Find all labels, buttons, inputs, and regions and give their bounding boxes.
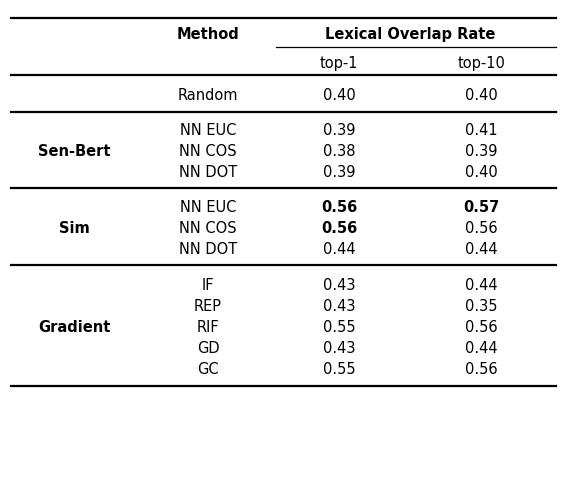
Text: Sen-Bert: Sen-Bert xyxy=(38,144,111,159)
Text: NN EUC: NN EUC xyxy=(180,123,236,138)
Text: NN COS: NN COS xyxy=(179,144,237,159)
Text: Random: Random xyxy=(178,88,238,103)
Text: 0.40: 0.40 xyxy=(465,88,498,103)
Text: top-1: top-1 xyxy=(320,56,359,71)
Text: 0.40: 0.40 xyxy=(465,165,498,180)
Text: NN EUC: NN EUC xyxy=(180,200,236,215)
Text: 0.56: 0.56 xyxy=(465,221,498,236)
Text: 0.55: 0.55 xyxy=(323,362,356,377)
Text: 0.44: 0.44 xyxy=(465,278,498,293)
Text: 0.38: 0.38 xyxy=(323,144,356,159)
Text: 0.44: 0.44 xyxy=(465,242,498,257)
Text: top-10: top-10 xyxy=(458,56,506,71)
Text: 0.43: 0.43 xyxy=(323,278,356,293)
Text: 0.39: 0.39 xyxy=(323,123,356,138)
Text: Gradient: Gradient xyxy=(38,320,110,335)
Text: Lexical Overlap Rate: Lexical Overlap Rate xyxy=(325,27,495,42)
Text: NN DOT: NN DOT xyxy=(179,242,237,257)
Text: RIF: RIF xyxy=(197,320,219,335)
Text: 0.55: 0.55 xyxy=(323,320,356,335)
Text: GD: GD xyxy=(197,341,219,356)
Text: 0.44: 0.44 xyxy=(465,341,498,356)
Text: 0.56: 0.56 xyxy=(465,362,498,377)
Text: 0.56: 0.56 xyxy=(465,320,498,335)
Text: GC: GC xyxy=(197,362,219,377)
Text: 0.41: 0.41 xyxy=(465,123,498,138)
Text: 0.40: 0.40 xyxy=(323,88,356,103)
Text: 0.57: 0.57 xyxy=(463,200,500,215)
Text: 0.39: 0.39 xyxy=(323,165,356,180)
Text: IF: IF xyxy=(202,278,214,293)
Text: REP: REP xyxy=(194,299,222,313)
Text: 0.39: 0.39 xyxy=(465,144,498,159)
Text: NN COS: NN COS xyxy=(179,221,237,236)
Text: Method: Method xyxy=(177,27,239,42)
Text: 0.43: 0.43 xyxy=(323,299,356,313)
Text: 0.43: 0.43 xyxy=(323,341,356,356)
Text: 0.44: 0.44 xyxy=(323,242,356,257)
Text: 0.35: 0.35 xyxy=(465,299,498,313)
Text: 0.56: 0.56 xyxy=(321,200,357,215)
Text: 0.56: 0.56 xyxy=(321,221,357,236)
Text: Sim: Sim xyxy=(59,221,89,236)
Text: NN DOT: NN DOT xyxy=(179,165,237,180)
